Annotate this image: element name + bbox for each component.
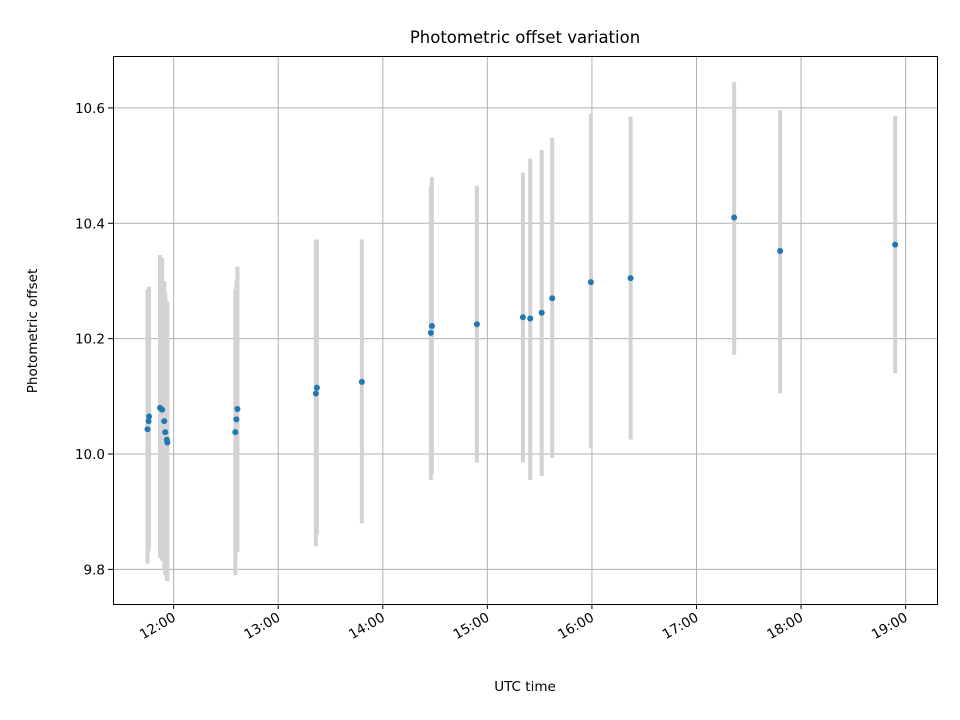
data-point xyxy=(777,247,784,254)
chart-title: Photometric offset variation xyxy=(410,28,640,47)
data-point xyxy=(587,279,594,286)
data-point xyxy=(146,413,153,420)
data-point xyxy=(428,322,435,329)
x-tick-label: 13:00 xyxy=(242,610,284,643)
y-axis-label: Photometric offset xyxy=(25,269,41,393)
data-point xyxy=(162,429,169,436)
data-point xyxy=(527,315,534,322)
x-tick-label: 12:00 xyxy=(137,610,179,643)
x-axis-label: UTC time xyxy=(494,679,556,695)
x-tick-label: 19:00 xyxy=(869,610,911,643)
data-point xyxy=(233,416,240,423)
data-point xyxy=(161,418,168,425)
ticks: 12:00 13:00 14:00 15:00 16:00 17:00 18:00 19:00… xyxy=(75,101,911,643)
data-point xyxy=(538,309,545,316)
x-tick-label: 17:00 xyxy=(660,610,702,643)
data-point xyxy=(144,426,151,433)
data-point xyxy=(892,241,899,248)
x-tick-label: 15:00 xyxy=(451,610,493,643)
data-point xyxy=(549,295,556,302)
data-point xyxy=(427,329,434,336)
data-point xyxy=(232,429,239,436)
data-point xyxy=(519,314,526,321)
y-tick-label: 10.2 xyxy=(75,332,105,348)
y-tick-label: 10.4 xyxy=(75,216,105,232)
data-points xyxy=(144,214,899,446)
plot-frame xyxy=(113,56,938,605)
y-tick-label: 10.0 xyxy=(75,447,105,463)
data-point xyxy=(312,390,319,397)
data-point xyxy=(234,406,241,413)
x-tick-label: 18:00 xyxy=(764,610,806,643)
data-point xyxy=(731,214,738,221)
data-point xyxy=(358,378,365,385)
data-point xyxy=(473,321,480,328)
y-tick-label: 10.6 xyxy=(75,101,105,117)
data-point xyxy=(145,418,152,425)
y-tick-label: 9.8 xyxy=(84,562,105,578)
data-point xyxy=(627,275,634,282)
error-bars xyxy=(145,81,898,581)
data-point xyxy=(164,439,171,446)
x-tick-label: 16:00 xyxy=(555,610,597,643)
data-point xyxy=(159,406,166,413)
data-point xyxy=(313,384,320,391)
x-tick-label: 14:00 xyxy=(346,610,388,643)
